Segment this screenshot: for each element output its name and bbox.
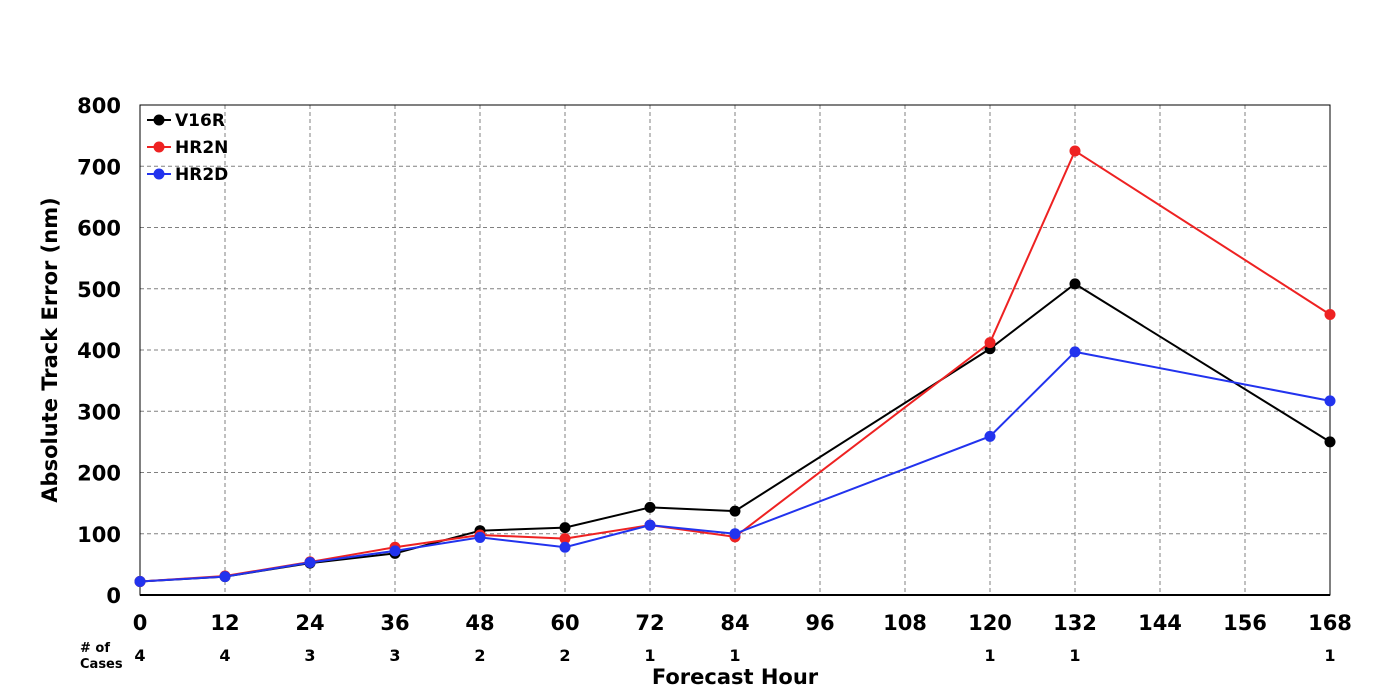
case-count: 1 <box>1324 646 1335 665</box>
cases-row: 4 4 3 3 2 2 1 1 1 1 1 <box>134 646 1335 665</box>
case-count: 1 <box>729 646 740 665</box>
data-point <box>559 541 571 553</box>
y-tick-label: 700 <box>77 155 121 179</box>
data-point <box>559 533 571 545</box>
x-tick-label: 120 <box>968 611 1012 635</box>
legend: V16R HR2N HR2D <box>147 111 228 185</box>
grid-lines <box>140 105 1330 595</box>
x-tick-labels: 0 12 24 36 48 60 72 84 96 108 120 132 144 156 168 <box>133 611 1352 635</box>
y-tick-label: 300 <box>77 400 121 424</box>
legend-label: V16R <box>175 111 225 131</box>
x-tick-label: 132 <box>1053 611 1097 635</box>
x-tick-label: 108 <box>883 611 927 635</box>
y-tick-label: 500 <box>77 278 121 302</box>
data-point <box>1069 145 1081 157</box>
case-count: 4 <box>219 646 230 665</box>
x-tick-label: 156 <box>1223 611 1267 635</box>
y-axis-title: Absolute Track Error (nm) <box>38 197 62 502</box>
cases-label-line2: Cases <box>80 657 123 672</box>
case-count: 4 <box>134 646 145 665</box>
data-point <box>984 430 996 442</box>
x-axis-title: Forecast Hour <box>652 665 819 689</box>
x-tick-label: 144 <box>1138 611 1182 635</box>
x-tick-label: 168 <box>1308 611 1352 635</box>
case-count: 3 <box>389 646 400 665</box>
y-tick-label: 200 <box>77 462 121 486</box>
case-count: 1 <box>1069 646 1080 665</box>
legend-marker <box>153 141 165 153</box>
x-tick-label: 72 <box>635 611 664 635</box>
data-point <box>1324 308 1336 320</box>
data-point <box>1069 278 1081 290</box>
x-tick-label: 48 <box>465 611 494 635</box>
y-tick-label: 400 <box>77 339 121 363</box>
data-point <box>729 528 741 540</box>
x-tick-label: 12 <box>210 611 239 635</box>
data-point <box>134 576 146 588</box>
x-tick-label: 96 <box>805 611 834 635</box>
x-tick-label: 36 <box>380 611 409 635</box>
case-count: 2 <box>474 646 485 665</box>
data-point <box>219 571 231 583</box>
case-count: 1 <box>984 646 995 665</box>
legend-label: HR2N <box>175 138 228 158</box>
x-tick-label: 60 <box>550 611 579 635</box>
y-tick-label: 800 <box>77 94 121 118</box>
x-tick-label: 84 <box>720 611 749 635</box>
data-point <box>389 545 401 557</box>
data-point <box>644 501 656 513</box>
x-tick-label: 0 <box>133 611 148 635</box>
cases-label-line1: # of <box>80 641 110 656</box>
legend-marker <box>153 168 165 180</box>
data-point <box>984 337 996 349</box>
case-count: 3 <box>304 646 315 665</box>
data-point <box>304 557 316 569</box>
case-count: 2 <box>559 646 570 665</box>
data-point <box>644 519 656 531</box>
series-layer <box>134 145 1336 588</box>
data-point <box>1324 395 1336 407</box>
case-count: 1 <box>644 646 655 665</box>
y-tick-label: 600 <box>77 217 121 241</box>
data-point <box>559 522 571 534</box>
x-tick-label: 24 <box>295 611 324 635</box>
data-point <box>1069 346 1081 358</box>
y-tick-labels: 0 100 200 300 400 500 600 700 800 <box>77 94 121 608</box>
data-point <box>474 531 486 543</box>
data-point <box>729 505 741 517</box>
data-point <box>1324 436 1336 448</box>
y-tick-label: 100 <box>77 523 121 547</box>
legend-marker <box>153 114 165 126</box>
legend-label: HR2D <box>175 165 228 185</box>
y-tick-label: 0 <box>106 584 121 608</box>
